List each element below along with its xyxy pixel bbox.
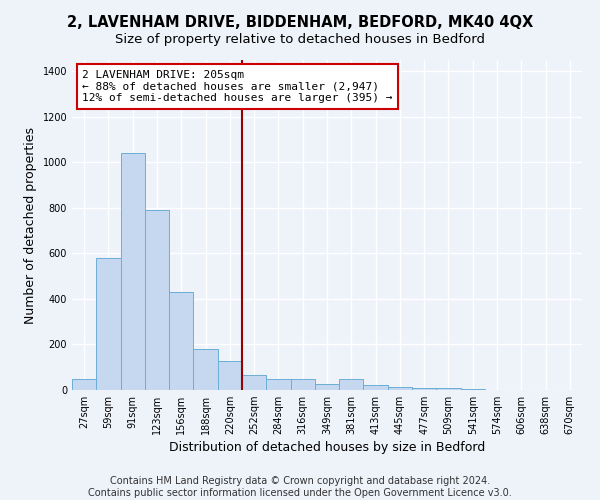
Bar [461,389,485,390]
Bar [339,379,364,390]
Text: Contains HM Land Registry data © Crown copyright and database right 2024.
Contai: Contains HM Land Registry data © Crown c… [88,476,512,498]
Bar [145,210,169,390]
Bar [436,388,461,390]
Y-axis label: Number of detached properties: Number of detached properties [24,126,37,324]
X-axis label: Distribution of detached houses by size in Bedford: Distribution of detached houses by size … [169,442,485,454]
Text: Size of property relative to detached houses in Bedford: Size of property relative to detached ho… [115,32,485,46]
Bar [388,386,412,390]
Bar [242,375,266,390]
Bar [364,385,388,390]
Bar [315,384,339,390]
Bar [412,388,436,390]
Bar [121,154,145,390]
Bar [169,292,193,390]
Bar [96,258,121,390]
Bar [72,378,96,390]
Bar [218,361,242,390]
Bar [290,378,315,390]
Bar [266,378,290,390]
Text: 2, LAVENHAM DRIVE, BIDDENHAM, BEDFORD, MK40 4QX: 2, LAVENHAM DRIVE, BIDDENHAM, BEDFORD, M… [67,15,533,30]
Text: 2 LAVENHAM DRIVE: 205sqm
← 88% of detached houses are smaller (2,947)
12% of sem: 2 LAVENHAM DRIVE: 205sqm ← 88% of detach… [82,70,392,103]
Bar [193,348,218,390]
